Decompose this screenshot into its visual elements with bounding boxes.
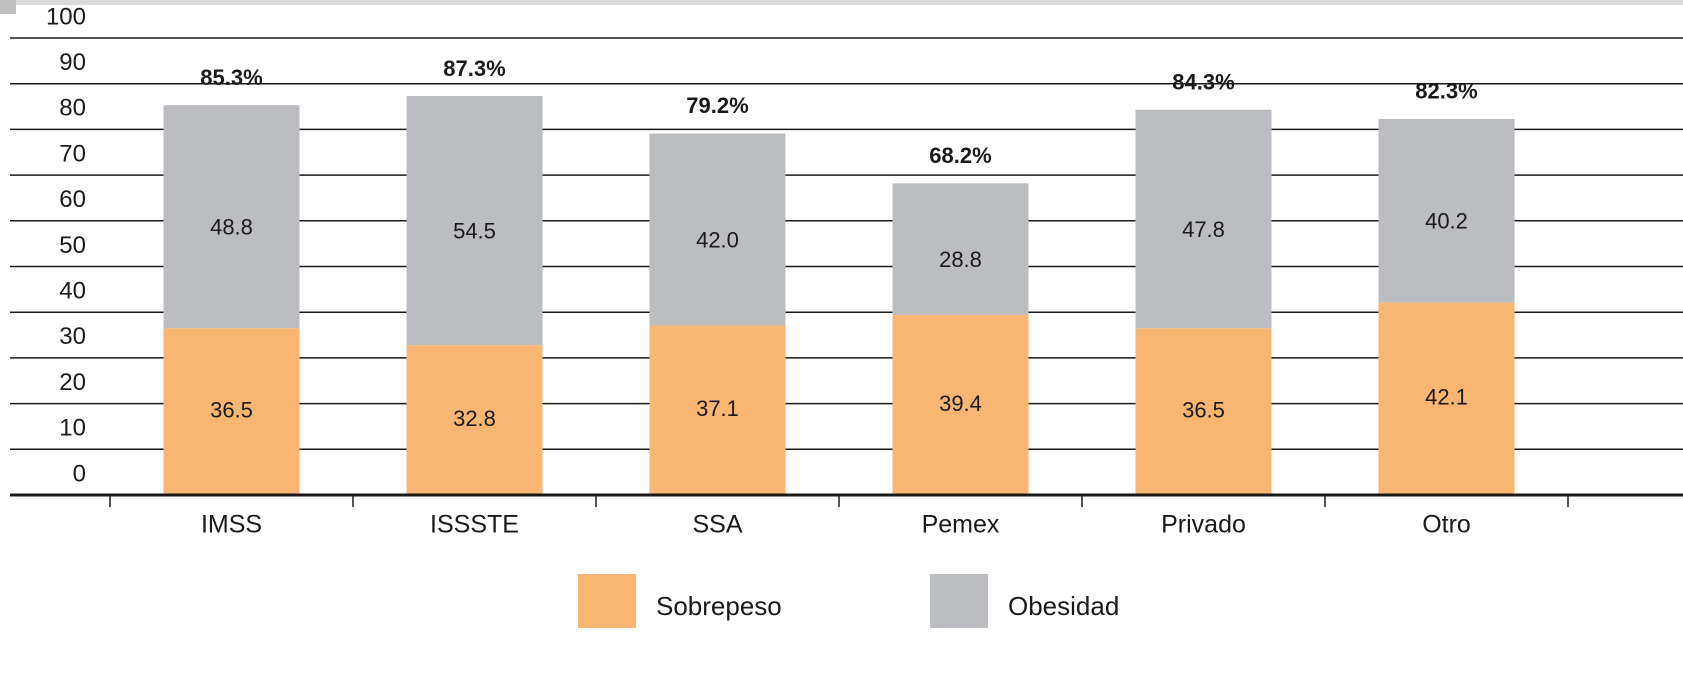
x-tick-label: Privado [1161,511,1246,539]
bar-segment [649,325,786,495]
y-tick-label: 30 [59,323,86,350]
value-label: 37.1 [696,396,739,421]
bar-segment [1135,109,1272,329]
legend-swatch [930,574,988,628]
legend-label: Obesidad [1008,591,1119,621]
y-tick-label: 80 [59,95,86,122]
corner-mark [0,0,16,14]
legend-swatch [578,574,636,628]
top-border [0,0,1683,5]
y-tick-label: 50 [59,232,86,259]
y-tick-label: 90 [59,49,86,76]
value-label: 42.1 [1425,385,1468,410]
value-label: 42.0 [696,227,739,252]
value-label: 36.5 [1182,397,1225,422]
y-tick-label: 100 [46,3,86,30]
y-tick-label: 40 [59,278,86,305]
x-tick-label: ISSSTE [430,511,519,539]
y-tick-label: 10 [59,415,86,442]
total-label: 84.3% [1172,70,1234,95]
x-tick-label: SSA [692,511,742,539]
y-tick-label: 0 [73,460,86,487]
total-label: 82.3% [1415,79,1477,104]
y-tick-label: 60 [59,186,86,213]
bar-segment [163,328,300,495]
x-tick-label: Otro [1422,511,1471,539]
value-label: 36.5 [210,397,253,422]
total-label: 87.3% [443,56,505,81]
bar-segment [1378,118,1515,303]
value-label: 28.8 [939,247,982,272]
bar-segment [1135,328,1272,495]
bar-segment [406,96,543,346]
total-label: 79.2% [686,93,748,118]
total-label: 85.3% [200,65,262,90]
total-label: 68.2% [929,143,991,168]
bar-segment [163,105,300,329]
x-tick-label: Pemex [922,511,1000,539]
y-tick-label: 20 [59,369,86,396]
value-label: 47.8 [1182,217,1225,242]
bar-segment [649,133,786,326]
y-tick-label: 70 [59,140,86,167]
value-label: 54.5 [453,218,496,243]
value-label: 32.8 [453,406,496,431]
bar-segment [892,183,1029,315]
value-label: 48.8 [210,214,253,239]
bar-segment [406,345,543,495]
bar-segment [1378,302,1515,495]
legend-label: Sobrepeso [656,591,782,621]
value-label: 39.4 [939,391,982,416]
bar-segment [892,314,1029,495]
x-tick-label: IMSS [201,511,262,539]
value-label: 40.2 [1425,209,1468,234]
